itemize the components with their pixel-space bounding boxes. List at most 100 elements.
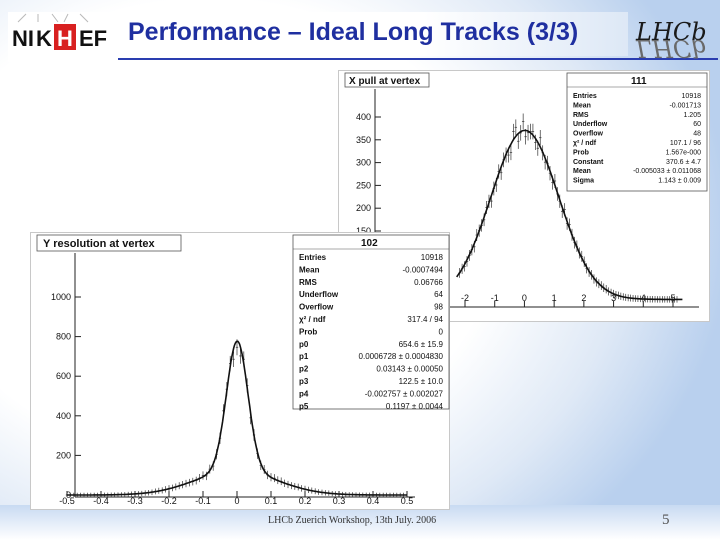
x-tick-label: 4: [641, 293, 646, 303]
bottom-band: [0, 505, 720, 540]
stat-value: 1.205: [683, 112, 701, 119]
x-tick-label: 3: [611, 293, 616, 303]
stat-label: Overflow: [299, 303, 334, 312]
stat-value: -0.002757 ± 0.002027: [365, 389, 444, 398]
stat-value: 0.1197 ± 0.0044: [386, 402, 444, 411]
svg-text:K: K: [36, 26, 52, 51]
y-tick-label: 400: [356, 112, 371, 122]
stat-label: p5: [299, 402, 309, 411]
x-tick-label: -0.3: [127, 496, 143, 506]
stat-value: 1.567e-000: [666, 149, 702, 156]
x-pull-gaussian-fit: [456, 129, 683, 301]
stat-label: Mean: [299, 265, 320, 274]
stat-label: Constant: [573, 159, 604, 166]
x-tick-label: 0.2: [299, 496, 312, 506]
y-tick-label: 250: [356, 180, 371, 190]
x-tick-label: -0.2: [161, 496, 177, 506]
stat-label: Overflow: [573, 131, 604, 138]
y-resolution-histogram: Y resolution at vertex 1000 800 600 400 200 0…: [30, 232, 450, 510]
x-tick-label: -0.1: [195, 496, 211, 506]
stat-label: p1: [299, 352, 309, 361]
x-tick-label: 0.1: [265, 496, 278, 506]
x-pull-x-ticks: -2 -1 0 1 2 3 4 5: [461, 293, 676, 307]
stat-value: 10918: [682, 93, 702, 100]
stat-label: Mean: [573, 168, 591, 175]
stat-value: 107.1 / 96: [670, 140, 701, 147]
stat-value: -0.005033 ± 0.011068: [633, 168, 701, 175]
stat-label: Entries: [299, 253, 327, 262]
y-tick-label: 150: [356, 226, 371, 236]
x-tick-label: -0.4: [93, 496, 109, 506]
x-pull-histogram: X pull at vertex 400 350 300 250 200 150 -2 -1…: [338, 70, 710, 322]
y-res-stats-rows: Entries 10918 Mean -0.0007494 RMS 0.06766 Unde…: [299, 253, 444, 411]
lhcb-logo: LHCb LHCb: [635, 18, 707, 62]
y-tick-label: 200: [56, 450, 71, 460]
stat-value: 0: [439, 327, 444, 336]
y-tick-label: 800: [56, 332, 71, 342]
y-tick-label: 200: [356, 203, 371, 213]
x-tick-label: -1: [491, 293, 499, 303]
stat-value: 1.143 ± 0.009: [658, 178, 701, 185]
stat-value: 0.0006728 ± 0.0004830: [359, 352, 444, 361]
svg-text:LHCb: LHCb: [635, 34, 707, 62]
y-res-double-gaussian-fit: [67, 340, 407, 496]
stat-value: 60: [693, 121, 701, 128]
stat-label: RMS: [299, 278, 317, 287]
stat-label: p0: [299, 340, 309, 349]
stat-label: Entries: [573, 93, 597, 100]
y-tick-label: 400: [56, 411, 71, 421]
stat-label: Sigma: [573, 178, 594, 185]
stat-label: p3: [299, 377, 309, 386]
stat-label: p4: [299, 389, 309, 398]
stat-value: 0.03143 ± 0.00050: [376, 365, 443, 374]
title-bar: [118, 12, 628, 56]
x-tick-label: 2: [581, 293, 586, 303]
x-pull-stats-rows: Entries 10918 Mean -0.001713 RMS 1.205 Underfl…: [573, 93, 701, 185]
x-tick-label: 1: [552, 293, 557, 303]
stat-label: χ² / ndf: [573, 140, 597, 147]
nikhef-logo: NI K H EF: [8, 12, 108, 62]
stat-value: 370.6 ± 4.7: [666, 159, 701, 166]
x-tick-label: 0.4: [367, 496, 380, 506]
stat-value: 654.6 ± 15.9: [399, 340, 444, 349]
lhcb-logo-text: LHCb: [635, 18, 707, 46]
y-res-x-ticks: -0.5 -0.4 -0.3 -0.2 -0.1 0 0.1 0.2 0.3 0.4 0.5: [59, 491, 413, 506]
y-tick-label: 300: [356, 158, 371, 168]
stat-value: 0.06766: [414, 278, 443, 287]
stat-value: -0.001713: [669, 102, 701, 109]
y-tick-label: 1000: [51, 292, 71, 302]
x-tick-label: -0.5: [59, 496, 75, 506]
stat-label: Underflow: [299, 290, 339, 299]
x-tick-label: 0: [522, 293, 527, 303]
y-tick-label: 600: [56, 371, 71, 381]
stat-label: Prob: [573, 149, 589, 156]
nikhef-logo-text: NI: [12, 26, 34, 51]
svg-text:EF: EF: [79, 26, 107, 51]
stat-label: p2: [299, 365, 309, 374]
svg-text:H: H: [57, 26, 73, 51]
stat-value: 48: [693, 131, 701, 138]
x-pull-y-ticks: 400 350 300 250 200 150: [356, 112, 381, 236]
page-number: 5: [662, 512, 670, 528]
title-underline: [118, 58, 718, 60]
stat-value: 64: [434, 290, 443, 299]
y-tick-label: 350: [356, 135, 371, 145]
slide-title: Performance – Ideal Long Tracks (3/3): [128, 18, 579, 46]
y-res-hist-id: 102: [361, 238, 378, 249]
x-tick-label: 5: [670, 293, 675, 303]
y-res-stats-box: [292, 234, 450, 410]
stat-label: Prob: [299, 327, 317, 336]
x-tick-label: 0.3: [333, 496, 346, 506]
stat-label: RMS: [573, 112, 589, 119]
stat-label: Mean: [573, 102, 591, 109]
y-res-title: Y resolution at vertex: [43, 238, 156, 250]
footer-text: LHCb Zuerich Workshop, 13th July. 2006: [268, 515, 437, 526]
stat-value: 122.5 ± 10.0: [399, 377, 444, 386]
stat-label: Underflow: [573, 121, 608, 128]
x-tick-label: 0.5: [401, 496, 414, 506]
x-tick-label: 0: [234, 496, 239, 506]
x-pull-title: X pull at vertex: [349, 76, 421, 87]
stat-value: 10918: [421, 253, 444, 262]
stat-value: 317.4 / 94: [407, 315, 443, 324]
